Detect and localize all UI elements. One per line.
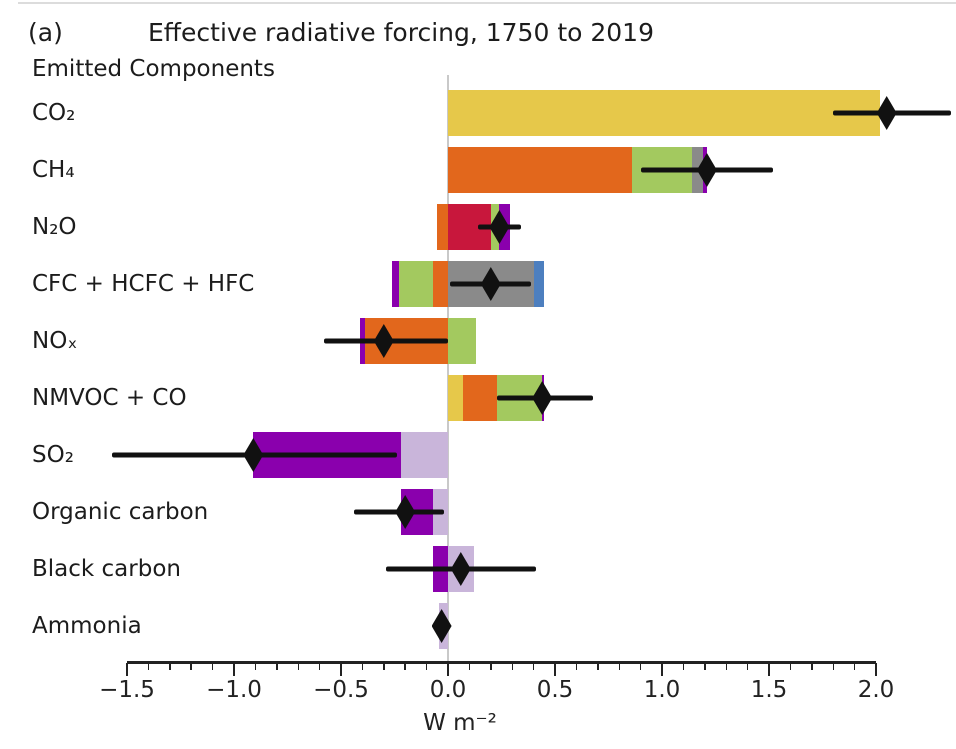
row-label: NMVOC + CO (32, 385, 187, 411)
x-minor-tick (318, 663, 321, 670)
x-tick (232, 663, 236, 676)
bar-segment (463, 375, 498, 421)
x-minor-tick (190, 663, 192, 670)
panel-label: (a) (28, 18, 63, 47)
row-label: Organic carbon (32, 499, 209, 525)
chart-subtitle: Emitted Components (32, 56, 275, 82)
x-minor-tick (725, 663, 727, 670)
x-tick (767, 663, 771, 676)
x-axis-label: W m⁻² (423, 710, 497, 736)
total-diamond (532, 381, 553, 415)
x-minor-tick (832, 663, 834, 670)
x-tick-label: 2.0 (857, 677, 895, 703)
x-tick-label: −1.0 (206, 677, 262, 703)
row-label: CFC + HCFC + HFC (32, 271, 255, 297)
row-label: Ammonia (32, 613, 142, 639)
total-diamond (480, 267, 501, 301)
x-minor-tick (468, 663, 471, 670)
x-minor-tick (704, 663, 706, 670)
x-tick (874, 663, 878, 676)
chart-title: Effective radiative forcing, 1750 to 201… (148, 18, 654, 47)
x-minor-tick (147, 663, 150, 670)
x-tick (125, 663, 129, 676)
bar-segment (448, 318, 476, 364)
bar-segment (437, 204, 448, 250)
x-minor-tick (811, 663, 813, 670)
bar-segment (533, 261, 545, 307)
total-diamond (696, 153, 717, 187)
x-minor-tick (383, 663, 385, 670)
x-minor-tick (211, 663, 214, 670)
x-minor-tick (639, 663, 642, 670)
x-minor-tick (853, 663, 856, 670)
top-border-line (18, 2, 956, 4)
x-minor-tick (575, 663, 578, 670)
x-axis (127, 661, 876, 664)
x-minor-tick (618, 663, 620, 670)
x-tick-label: −1.5 (99, 677, 155, 703)
total-diamond (395, 495, 416, 529)
bar-segment (392, 261, 399, 307)
row-label: SO₂ (32, 442, 74, 468)
x-tick-label: −0.5 (313, 677, 369, 703)
x-minor-tick (789, 663, 792, 670)
total-diamond (876, 96, 897, 130)
x-tick-label: 1.5 (750, 677, 788, 703)
x-minor-tick (297, 663, 299, 670)
x-minor-tick (169, 663, 171, 670)
x-minor-tick (746, 663, 749, 670)
x-minor-tick (361, 663, 364, 670)
x-tick (339, 663, 343, 676)
total-diamond (243, 438, 264, 472)
x-minor-tick (532, 663, 535, 670)
x-tick-label: 0.5 (536, 677, 574, 703)
total-diamond (450, 552, 471, 586)
x-minor-tick (490, 663, 492, 670)
x-tick (660, 663, 664, 676)
x-tick-label: 0.0 (429, 677, 467, 703)
bar-segment (448, 375, 463, 421)
x-minor-tick (404, 663, 406, 670)
x-minor-tick (254, 663, 257, 670)
bar-segment (398, 261, 433, 307)
x-minor-tick (425, 663, 428, 670)
bar-segment (400, 432, 448, 478)
x-minor-tick (276, 663, 278, 670)
row-label: NOₓ (32, 328, 78, 354)
x-minor-tick (597, 663, 599, 670)
bar-segment (433, 261, 448, 307)
x-tick (446, 663, 450, 676)
bar-segment (448, 147, 632, 193)
bar-segment (448, 90, 881, 136)
x-minor-tick (682, 663, 685, 670)
zero-gridline (447, 75, 449, 661)
x-minor-tick (511, 663, 513, 670)
row-label: CH₄ (32, 157, 75, 183)
total-diamond (373, 324, 394, 358)
x-tick (553, 663, 557, 676)
row-label: Black carbon (32, 556, 181, 582)
row-label: N₂O (32, 214, 77, 240)
total-diamond (431, 609, 452, 643)
total-diamond (489, 210, 510, 244)
x-tick-label: 1.0 (643, 677, 681, 703)
row-label: CO₂ (32, 100, 76, 126)
